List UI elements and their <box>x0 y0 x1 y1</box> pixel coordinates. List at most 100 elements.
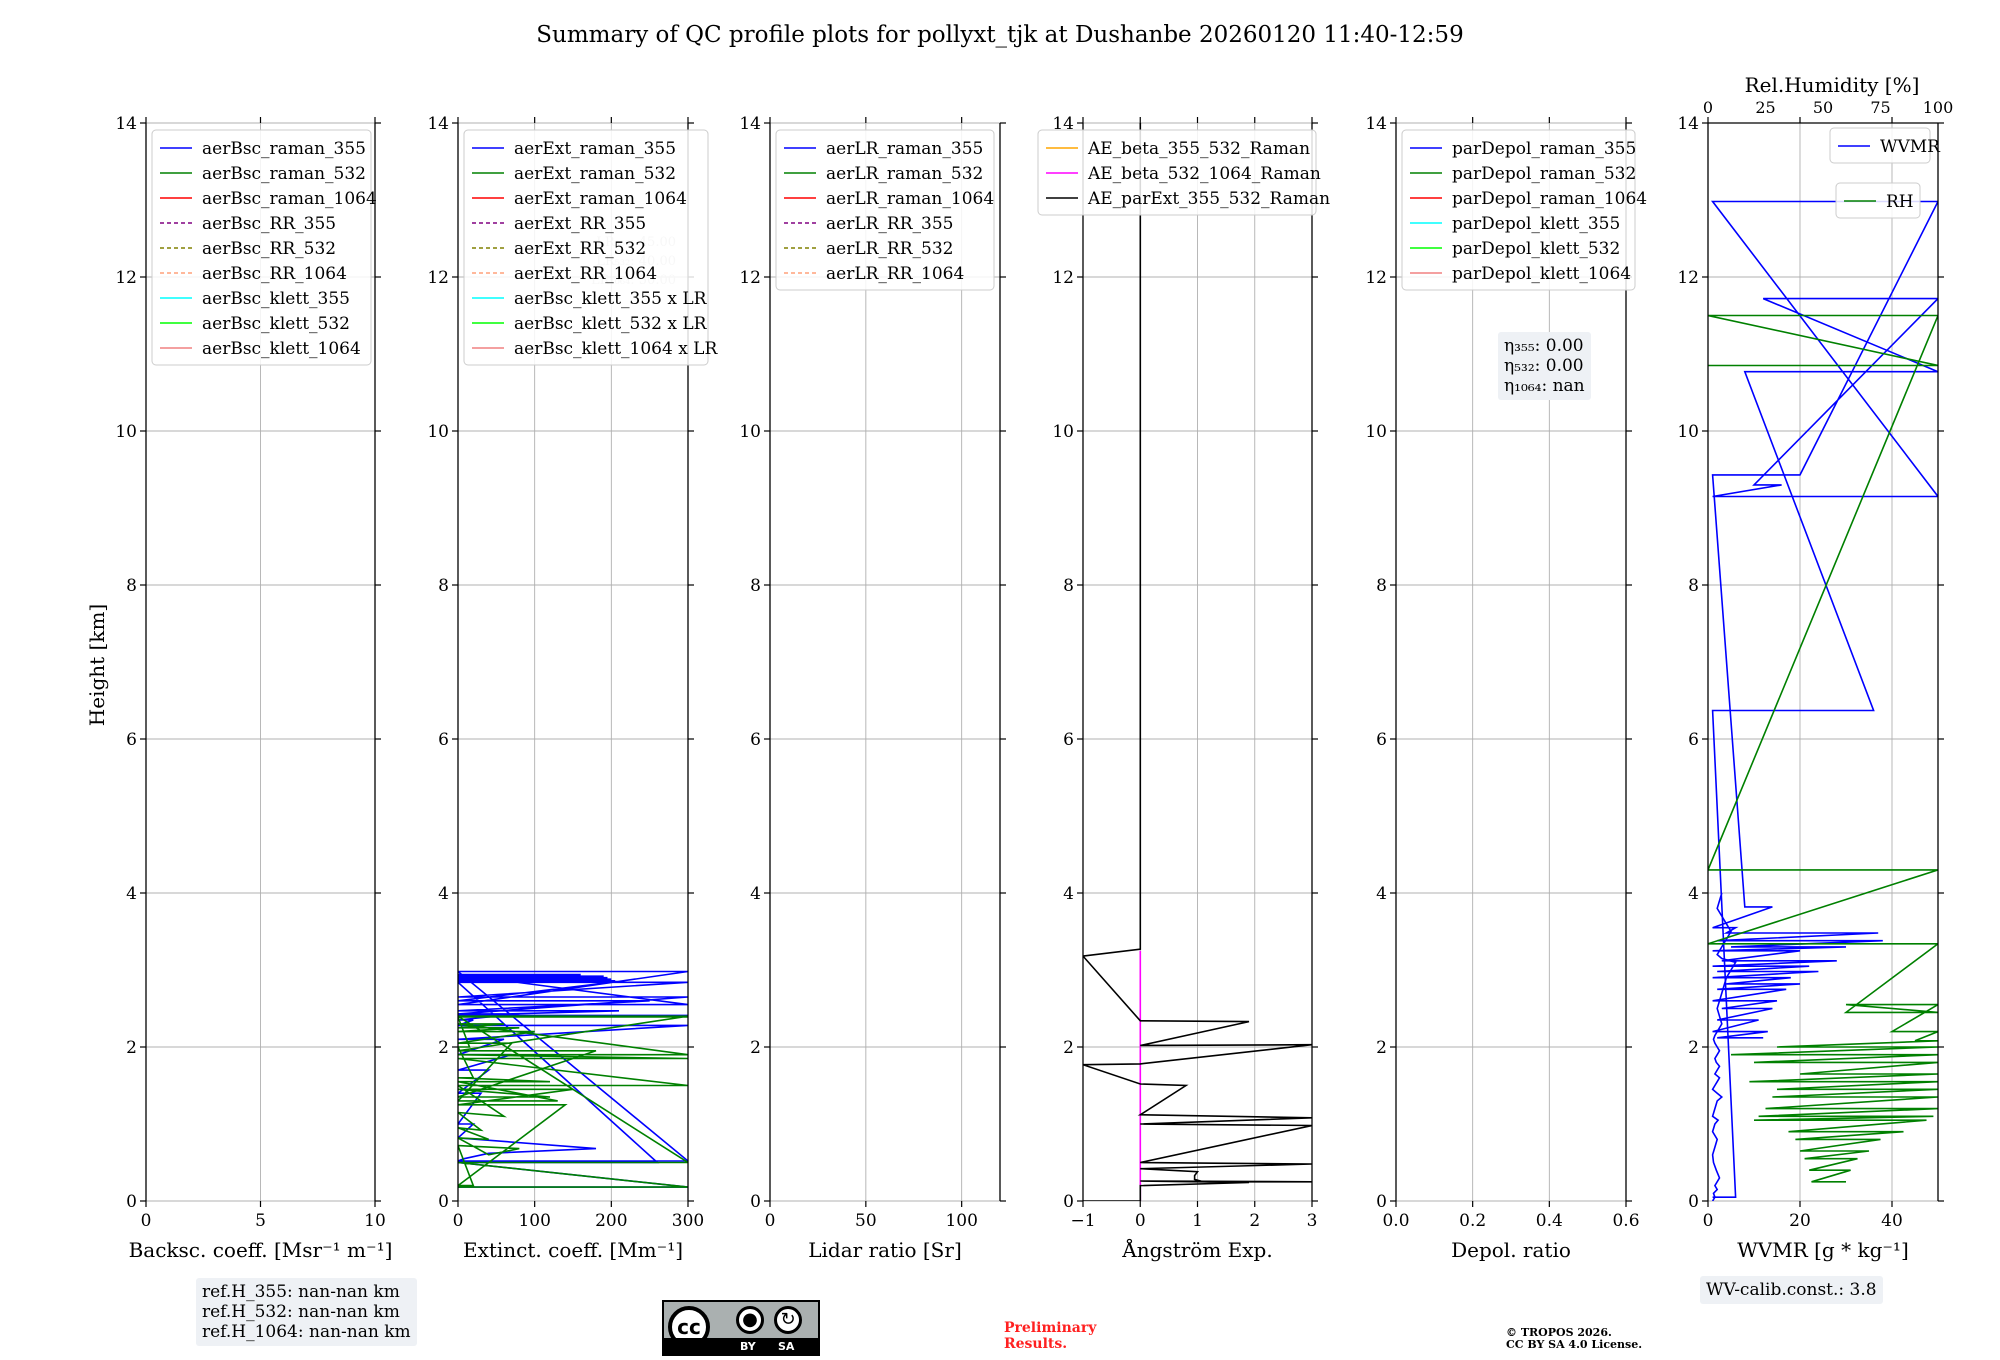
legend-label: aerLR_raman_1064 <box>826 189 994 209</box>
panel-bsc: 0 2 4 6 8 10 12 14 0 5 10 Backsc. coeff. [Msr⁻¹ m⁻¹… <box>115 114 392 1262</box>
legend-frame <box>1037 129 1317 216</box>
ytick-label: 10 <box>427 422 449 442</box>
xtick-label: 10 <box>364 1211 386 1231</box>
xtick-label: 3 <box>1307 1211 1318 1231</box>
legend-bsc: aerBsc_raman_355 aerBsc_raman_532 aerBsc_r… <box>151 129 377 366</box>
ytick-label: 6 <box>1063 730 1074 750</box>
legend-frame <box>1835 182 1921 219</box>
ytick-label: 0 <box>126 1192 137 1212</box>
legend-label: aerBsc_raman_532 <box>202 164 366 184</box>
ytick-label: 12 <box>1677 268 1699 288</box>
ref-h-355: ref.H_355: nan-nan km <box>202 1282 400 1302</box>
legend-label: AE_parExt_355_532_Raman <box>1087 189 1330 209</box>
legend-label: aerBsc_klett_532 <box>202 314 350 334</box>
ytick-label: 14 <box>115 114 137 134</box>
ytick-label: 12 <box>1052 268 1074 288</box>
ytick-label: 14 <box>1052 114 1074 134</box>
ytick-label: 2 <box>1063 1038 1074 1058</box>
ytick-label: 14 <box>739 114 761 134</box>
panel-depol: 0 2 4 6 8 10 12 14 0.0 0.2 0.4 0.6 Depol. ratio parDe… <box>1365 114 1647 1262</box>
top-xtick-label: 0 <box>1703 98 1713 117</box>
xtick-label: 0 <box>453 1211 464 1231</box>
ytick-label: 12 <box>427 268 449 288</box>
legend-label: aerBsc_RR_1064 <box>202 264 347 284</box>
xtick-label: 0 <box>1135 1211 1146 1231</box>
xtick-label: 0.4 <box>1536 1211 1563 1231</box>
cc-license-badge: cc ● ↻ BY SA <box>662 1300 820 1356</box>
legend-label: AE_beta_532_1064_Raman <box>1087 164 1321 184</box>
legend-label: aerExt_raman_355 <box>514 139 676 159</box>
top-xtick-label: 50 <box>1813 98 1833 117</box>
legend-label: aerBsc_RR_355 <box>202 214 336 234</box>
legend-label: aerBsc_raman_1064 <box>202 189 377 209</box>
reference-height-box: ref.H_355: nan-nan km ref.H_532: nan-nan… <box>196 1278 417 1346</box>
ytick-label: 12 <box>739 268 761 288</box>
by-person-icon: ● <box>736 1306 764 1334</box>
ytick-label: 14 <box>1365 114 1387 134</box>
legend-label: aerBsc_klett_1064 <box>202 339 361 359</box>
xaxis-label: WVMR [g * kg⁻¹] <box>1737 1238 1909 1262</box>
legend-wvmr: WVMR <box>1829 127 1941 164</box>
top-xtick-label: 100 <box>1923 98 1954 117</box>
legend-label: aerBsc_RR_532 <box>202 239 336 259</box>
ytick-label: 2 <box>750 1038 761 1058</box>
xtick-label: 0.6 <box>1612 1211 1639 1231</box>
panel-ext: 0 2 4 6 8 10 12 14 0 100 200 300 Extinct. coeff. [Mm… <box>427 114 718 1262</box>
legend-label: aerBsc_klett_355 <box>202 289 350 309</box>
ytick-label: 4 <box>1688 884 1699 904</box>
xtick-label: 1 <box>1192 1211 1203 1231</box>
copyright-note: © TROPOS 2026. CC BY SA 4.0 License. <box>1506 1327 1642 1351</box>
wv-calibration-box: WV-calib.const.: 3.8 <box>1700 1276 1883 1304</box>
xtick-label: 100 <box>945 1211 977 1231</box>
ytick-label: 8 <box>438 576 449 596</box>
xtick-label: −1 <box>1070 1211 1095 1231</box>
legend-label: aerExt_RR_355 <box>514 214 646 234</box>
ytick-label: 4 <box>438 884 449 904</box>
xtick-label: 0 <box>141 1211 152 1231</box>
ytick-label: 6 <box>438 730 449 750</box>
legend-label: aerLR_raman_355 <box>826 139 983 159</box>
ytick-label: 14 <box>427 114 449 134</box>
panel-lr: 0 2 4 6 8 10 12 14 0 50 100 Lidar ratio [Sr] aerLR_r… <box>739 114 1006 1262</box>
eta-box: η₃₅₅: 0.00 η₅₃₂: 0.00 η₁₀₆₄: nan <box>1498 332 1591 400</box>
xtick-label: 0 <box>765 1211 776 1231</box>
eta-1064: η₁₀₆₄: nan <box>1504 376 1585 396</box>
xtick-label: 0.0 <box>1382 1211 1409 1231</box>
figure-title: Summary of QC profile plots for pollyxt_… <box>536 22 1463 48</box>
ytick-label: 10 <box>1677 422 1699 442</box>
eta-355: η₃₅₅: 0.00 <box>1504 336 1584 356</box>
ytick-label: 0 <box>750 1192 761 1212</box>
ytick-label: 10 <box>739 422 761 442</box>
xtick-label: 0 <box>1703 1211 1714 1231</box>
legend-label: aerLR_RR_1064 <box>826 264 964 284</box>
ytick-label: 14 <box>1677 114 1699 134</box>
legend-label: aerBsc_raman_355 <box>202 139 366 159</box>
legend-label: aerBsc_klett_355 x LR <box>514 289 708 309</box>
by-label: BY <box>740 1340 756 1353</box>
series-aerExt_raman_532 <box>458 1015 688 1188</box>
xtick-label: 50 <box>855 1211 877 1231</box>
series-WVMR <box>1711 892 1737 1201</box>
legend-label: RH <box>1886 192 1914 212</box>
copyright-line-2: CC BY SA 4.0 License. <box>1506 1338 1643 1351</box>
ytick-label: 4 <box>126 884 137 904</box>
top-axis-label: Rel.Humidity [%] <box>1745 73 1920 97</box>
sa-share-icon: ↻ <box>774 1306 802 1334</box>
legend-label: aerExt_RR_532 <box>514 239 646 259</box>
legend-label: aerExt_raman_1064 <box>514 189 687 209</box>
legend-label: parDepol_klett_1064 <box>1452 264 1631 284</box>
xtick-label: 40 <box>1881 1211 1903 1231</box>
top-xtick-label: 75 <box>1870 98 1890 117</box>
xaxis-label: Backsc. coeff. [Msr⁻¹ m⁻¹] <box>129 1238 393 1262</box>
ytick-label: 6 <box>1376 730 1387 750</box>
ytick-label: 2 <box>438 1038 449 1058</box>
ytick-label: 8 <box>126 576 137 596</box>
ytick-label: 8 <box>750 576 761 596</box>
eta-532: η₅₃₂: 0.00 <box>1504 356 1584 376</box>
ytick-label: 10 <box>115 422 137 442</box>
legend-label: aerExt_raman_532 <box>514 164 676 184</box>
ytick-label: 0 <box>438 1192 449 1212</box>
